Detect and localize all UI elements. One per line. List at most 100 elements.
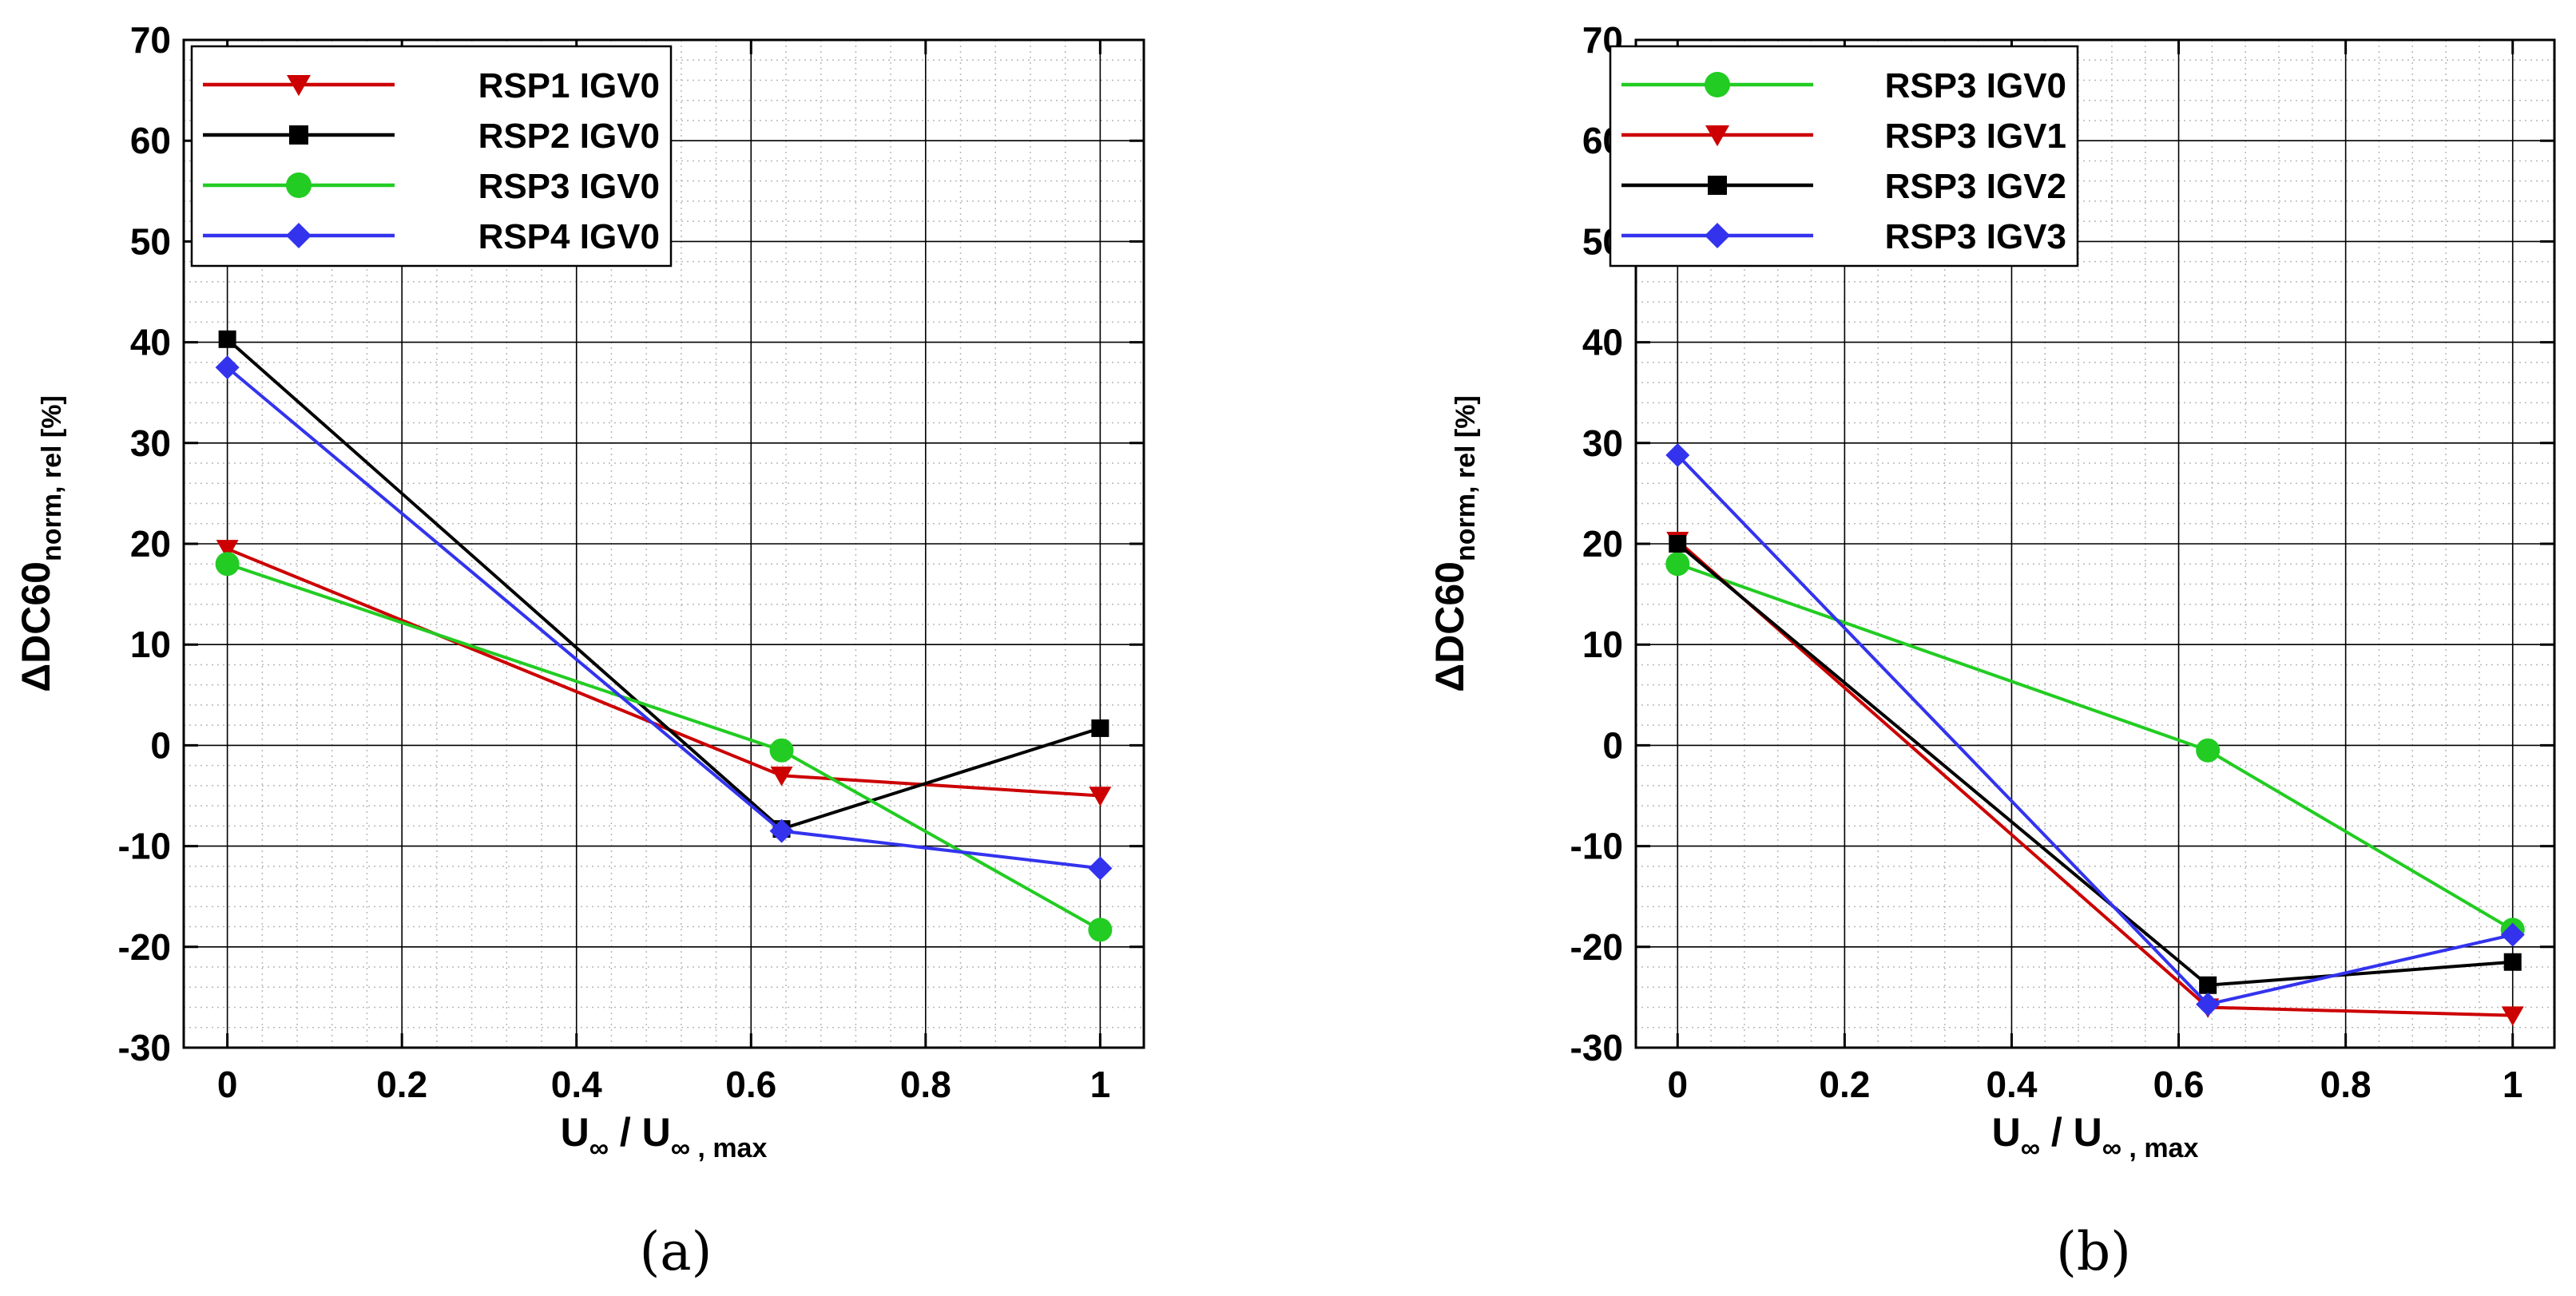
panel-caption: (b)	[2056, 1221, 2131, 1282]
x-tick-label: 0.2	[1819, 1064, 1870, 1105]
x-axis-label-mid: / U	[2040, 1110, 2102, 1155]
marker-circle	[1088, 918, 1113, 942]
marker-diamond	[215, 355, 240, 380]
marker-triangle-down	[287, 75, 311, 97]
series-line	[1676, 454, 2514, 1006]
legend-entry: RSP3 IGV0	[1621, 66, 2066, 105]
marker-square	[1669, 535, 1687, 553]
marker-square	[218, 330, 236, 348]
y-tick-label: 40	[1582, 322, 1623, 363]
y-tick-label: 70	[130, 19, 171, 61]
series-line	[226, 562, 1101, 932]
x-tick-label: 0.8	[2320, 1064, 2372, 1105]
x-tick-label: 0.6	[725, 1064, 776, 1105]
y-tick-label: 60	[130, 120, 171, 161]
legend-entry: RSP3 IGV1	[1621, 117, 2066, 156]
marker-circle	[769, 738, 794, 763]
x-tick-label: 0	[1667, 1064, 1688, 1105]
series-line	[1676, 539, 2513, 1017]
x-tick-label: 1	[2503, 1064, 2523, 1105]
y-tick-label: -20	[118, 926, 171, 968]
marker-diamond	[1088, 856, 1113, 881]
legend-label: RSP4 IGV0	[478, 217, 660, 256]
y-tick-label: 30	[1582, 422, 1623, 464]
x-axis-label-main: U	[561, 1110, 589, 1155]
major-grid	[1636, 39, 2554, 1048]
y-tick-label: 0	[1602, 724, 1623, 766]
legend-entry: RSP3 IGV0	[203, 167, 660, 206]
y-tick-label: -30	[1570, 1027, 1623, 1068]
y-axis-label: ΔDC60norm, rel [%]	[1427, 395, 1481, 692]
legend-label: RSP3 IGV3	[1885, 217, 2066, 256]
panel-caption: (a)	[640, 1221, 712, 1282]
series-rsp3-igv2	[1669, 535, 2522, 994]
legend-label: RSP2 IGV0	[478, 117, 660, 156]
marker-square	[1708, 176, 1727, 195]
x-tick-label: 0.2	[376, 1064, 427, 1105]
legend: RSP1 IGV0 RSP2 IGV0 RSP3 IGV0 RSP4 IGV0	[190, 45, 673, 268]
legend-label: RSP1 IGV0	[478, 66, 660, 105]
x-axis-label: U∞ / U∞ , max	[1992, 1110, 2199, 1163]
marker-diamond	[2500, 922, 2525, 947]
marker-diamond	[1665, 442, 1690, 467]
marker-square	[1091, 719, 1109, 737]
marker-diamond	[2196, 992, 2221, 1017]
marker-square	[2199, 976, 2217, 994]
marker-square	[289, 125, 308, 145]
series-rsp3-igv0	[215, 552, 1113, 942]
y-tick-label: -10	[118, 826, 171, 867]
y-tick-label: 20	[130, 523, 171, 565]
series-line	[1677, 562, 2514, 932]
y-axis-label-sub: norm, rel [%]	[1451, 395, 1481, 561]
marker-square	[2503, 953, 2522, 971]
x-axis-label-sub1: ∞	[2021, 1133, 2040, 1163]
series-rsp3-igv3	[1665, 442, 2525, 1017]
y-axis-label-main: ΔDC60	[14, 561, 58, 692]
y-tick-label: -30	[118, 1027, 171, 1068]
x-axis-label: U∞ / U∞ , max	[561, 1110, 768, 1163]
marker-diamond	[769, 818, 794, 843]
marker-triangle-down	[1705, 125, 1729, 147]
marker-circle	[215, 552, 240, 577]
x-axis-label-main: U	[1992, 1110, 2021, 1155]
legend-label: RSP3 IGV0	[478, 167, 660, 206]
marker-triangle-down	[216, 540, 239, 560]
y-tick-label: -20	[1570, 926, 1623, 968]
marker-circle	[286, 172, 312, 198]
series-line	[1676, 542, 2513, 987]
series-rsp3-igv0	[1665, 552, 2525, 942]
y-tick-label: 40	[130, 322, 171, 363]
y-axis-label-main: ΔDC60	[1427, 561, 1472, 692]
y-axis-label-sub: norm, rel [%]	[37, 395, 67, 561]
y-tick-label: 0	[150, 724, 171, 766]
marker-diamond	[286, 223, 312, 248]
series-line	[226, 547, 1101, 798]
legend-label: RSP3 IGV2	[1885, 167, 2066, 206]
x-axis-label-sub1: ∞	[589, 1133, 609, 1163]
y-tick-label: -10	[1570, 826, 1623, 867]
legend-label: RSP3 IGV0	[1885, 66, 2066, 105]
y-tick-label: 10	[130, 624, 171, 665]
legend-entry: RSP3 IGV2	[1621, 167, 2066, 206]
marker-circle	[1665, 552, 1690, 577]
marker-circle	[2196, 738, 2221, 763]
marker-circle	[1705, 72, 1730, 97]
legend-entry: RSP2 IGV0	[203, 117, 660, 156]
legend-entry: RSP1 IGV0	[203, 66, 660, 105]
marker-triangle-down	[1089, 787, 1112, 807]
x-tick-label: 0.4	[1986, 1064, 2037, 1105]
legend-label: RSP3 IGV1	[1885, 117, 2066, 156]
ticks: -30 -20 -10 0 10 20 30 40 50 60 70 0 0.2 0.4 0.6 0.8 1	[118, 19, 1144, 1105]
y-tick-label: 10	[1582, 624, 1623, 665]
x-axis-label-sub2: ∞ , max	[671, 1133, 768, 1163]
x-tick-label: 0	[217, 1064, 238, 1105]
marker-triangle-down	[770, 767, 793, 787]
legend-entry: RSP4 IGV0	[203, 217, 660, 256]
legend: RSP3 IGV0 RSP3 IGV1 RSP3 IGV2 RSP3 IGV3	[1609, 45, 2079, 268]
x-tick-label: 1	[1090, 1064, 1111, 1105]
panel-a: -30 -20 -10 0 10 20 30 40 50 60 70 0 0.2 0.4 0.6 0.8 1 RS…	[14, 19, 1145, 1282]
marker-triangle-down	[2501, 1006, 2524, 1026]
